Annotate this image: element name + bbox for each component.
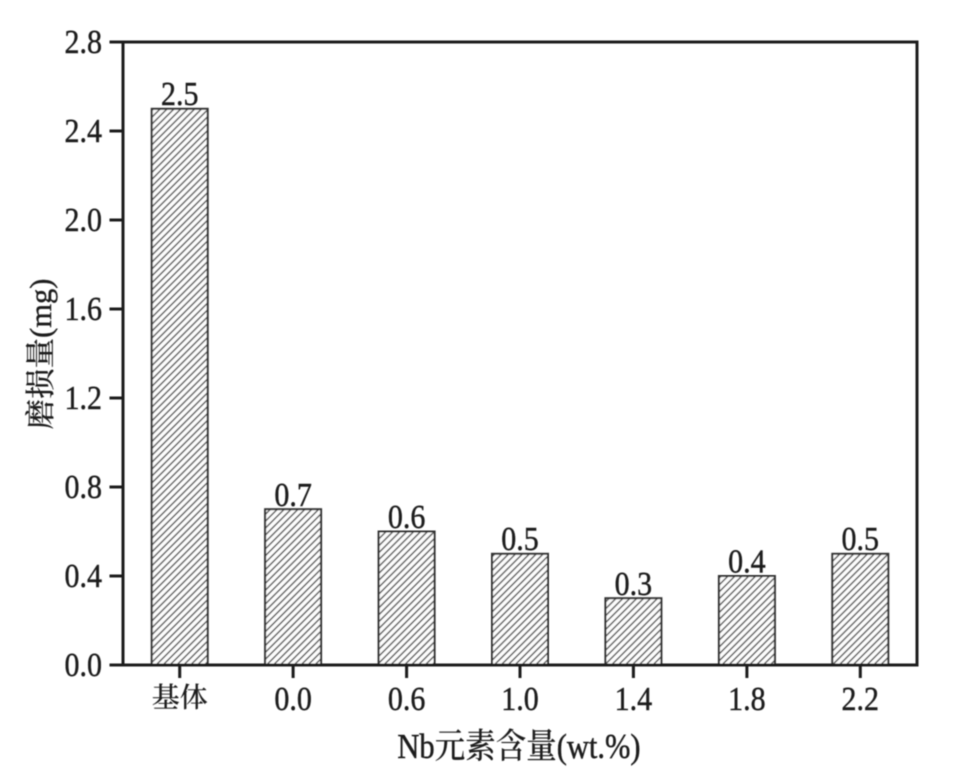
- svg-text:0.3: 0.3: [615, 564, 652, 602]
- svg-text:1.2: 1.2: [65, 378, 102, 416]
- svg-text:0.4: 0.4: [728, 542, 765, 580]
- svg-text:2.0: 2.0: [65, 200, 102, 238]
- svg-text:0.6: 0.6: [388, 497, 425, 535]
- svg-text:(wt.%): (wt.%): [557, 728, 641, 766]
- svg-text:1.6: 1.6: [65, 289, 102, 327]
- svg-text:0.6: 0.6: [388, 679, 425, 717]
- svg-text:0.5: 0.5: [501, 519, 538, 557]
- svg-text:0.0: 0.0: [274, 679, 311, 717]
- svg-text:2.5: 2.5: [161, 74, 198, 112]
- svg-text:0.5: 0.5: [842, 519, 879, 557]
- svg-text:1.8: 1.8: [728, 679, 765, 717]
- svg-text:2.8: 2.8: [65, 22, 102, 60]
- svg-text:0.8: 0.8: [65, 467, 102, 505]
- svg-text:Nb: Nb: [397, 728, 434, 766]
- svg-text:0.7: 0.7: [274, 475, 311, 513]
- svg-text:1.0: 1.0: [501, 679, 538, 717]
- svg-text:0.4: 0.4: [65, 556, 102, 594]
- svg-text:1.4: 1.4: [615, 679, 652, 717]
- svg-text:0.0: 0.0: [65, 645, 102, 683]
- svg-text:2.2: 2.2: [842, 679, 879, 717]
- svg-text:(mg): (mg): [24, 279, 58, 338]
- svg-text:2.4: 2.4: [65, 111, 102, 149]
